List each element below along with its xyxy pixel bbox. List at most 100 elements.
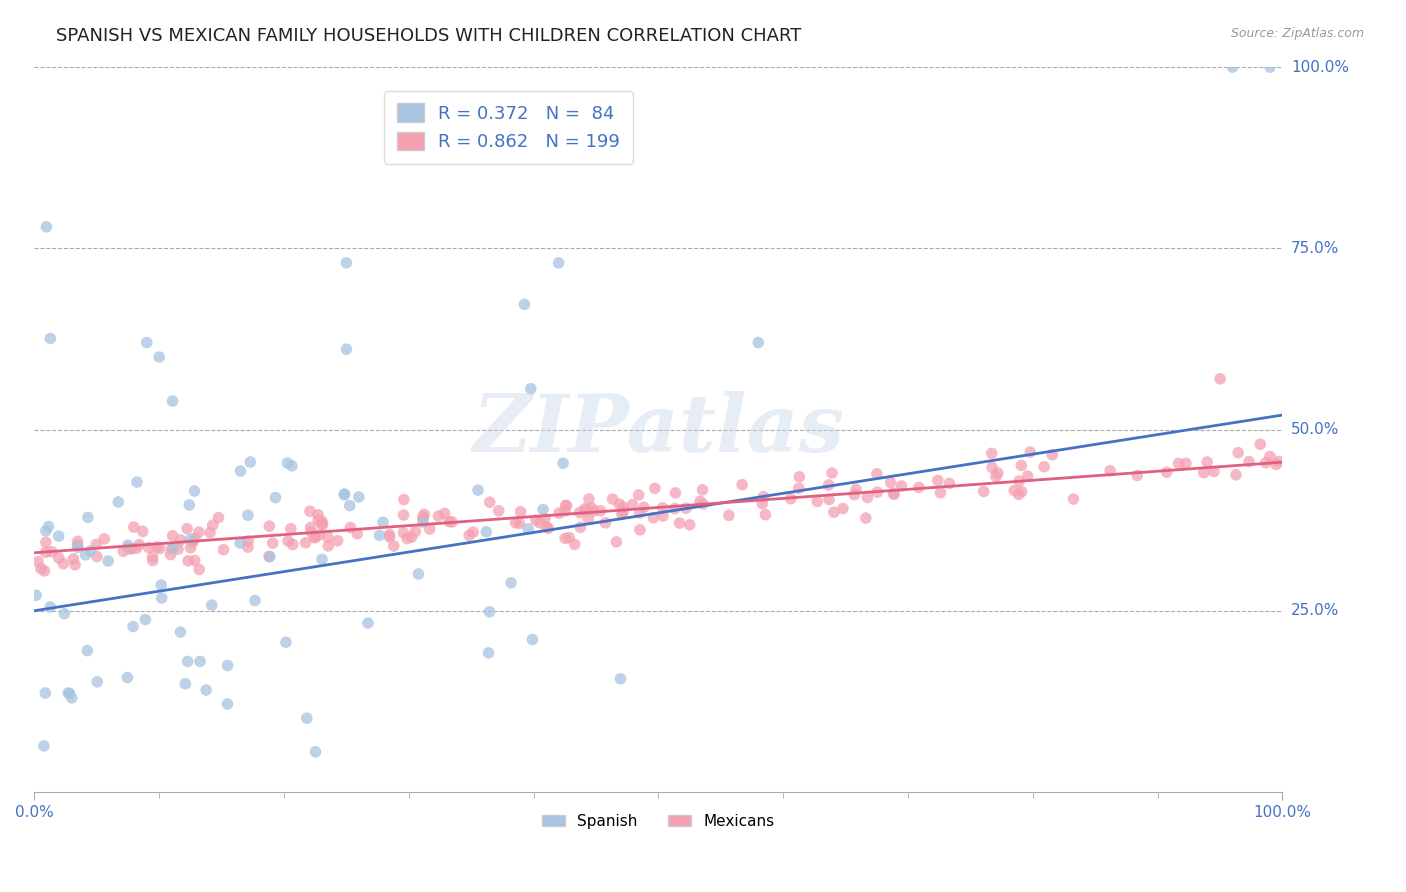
Point	[408, 567, 430, 582]
Point	[117, 538, 139, 552]
Point	[1011, 484, 1033, 499]
Point	[146, 540, 169, 554]
Point	[238, 534, 260, 549]
Point	[117, 671, 139, 685]
Point	[311, 517, 333, 532]
Point	[346, 526, 368, 541]
Point	[475, 524, 498, 539]
Point	[162, 541, 184, 555]
Point	[412, 516, 434, 530]
Point	[1017, 469, 1039, 483]
Point	[117, 541, 139, 555]
Point	[53, 607, 76, 621]
Text: 50.0%: 50.0%	[1291, 422, 1339, 437]
Point	[855, 511, 877, 525]
Point	[524, 513, 547, 527]
Point	[150, 578, 173, 592]
Point	[866, 485, 889, 500]
Text: 25.0%: 25.0%	[1291, 603, 1339, 618]
Point	[1062, 491, 1084, 506]
Point	[52, 557, 75, 571]
Point	[644, 481, 666, 495]
Point	[236, 508, 259, 523]
Point	[176, 522, 198, 536]
Point	[531, 502, 554, 516]
Point	[316, 539, 339, 553]
Point	[1227, 445, 1250, 459]
Point	[198, 525, 221, 540]
Point	[138, 541, 160, 555]
Point	[1197, 455, 1219, 469]
Point	[243, 593, 266, 607]
Point	[308, 527, 330, 541]
Point	[787, 481, 810, 495]
Point	[179, 533, 201, 547]
Point	[551, 456, 574, 470]
Point	[134, 613, 156, 627]
Point	[162, 394, 184, 409]
Point	[58, 686, 80, 700]
Point	[368, 528, 391, 542]
Point	[122, 520, 145, 534]
Point	[1202, 465, 1225, 479]
Point	[689, 494, 711, 508]
Point	[32, 739, 55, 753]
Point	[112, 544, 135, 558]
Point	[25, 588, 48, 602]
Point	[347, 490, 370, 504]
Point	[548, 506, 571, 520]
Point	[125, 541, 148, 556]
Point	[575, 503, 598, 517]
Point	[477, 646, 499, 660]
Point	[326, 533, 349, 548]
Point	[176, 655, 198, 669]
Point	[488, 504, 510, 518]
Point	[627, 488, 650, 502]
Text: 75.0%: 75.0%	[1291, 241, 1339, 256]
Point	[63, 558, 86, 572]
Point	[1258, 60, 1281, 74]
Point	[633, 500, 655, 515]
Point	[508, 516, 530, 531]
Point	[412, 512, 434, 526]
Point	[148, 350, 170, 364]
Text: SPANISH VS MEXICAN FAMILY HOUSEHOLDS WITH CHILDREN CORRELATION CHART: SPANISH VS MEXICAN FAMILY HOUSEHOLDS WIT…	[56, 27, 801, 45]
Point	[818, 492, 841, 507]
Point	[84, 537, 107, 551]
Point	[664, 501, 686, 516]
Point	[277, 534, 299, 549]
Point	[582, 504, 605, 518]
Point	[987, 466, 1010, 480]
Point	[621, 498, 644, 512]
Point	[128, 538, 150, 552]
Point	[938, 476, 960, 491]
Point	[77, 510, 100, 524]
Point	[169, 533, 191, 547]
Point	[38, 519, 60, 533]
Point	[675, 501, 697, 516]
Point	[433, 507, 456, 521]
Point	[239, 455, 262, 469]
Point	[651, 500, 673, 515]
Point	[589, 504, 612, 518]
Point	[890, 479, 912, 493]
Point	[668, 516, 690, 530]
Point	[1268, 454, 1291, 468]
Point	[547, 256, 569, 270]
Point	[427, 508, 450, 523]
Point	[1008, 487, 1031, 501]
Point	[1008, 474, 1031, 488]
Point	[184, 553, 207, 567]
Point	[609, 672, 631, 686]
Point	[980, 446, 1002, 460]
Point	[554, 531, 576, 545]
Point	[478, 495, 501, 509]
Point	[555, 499, 578, 513]
Point	[520, 382, 543, 396]
Point	[883, 487, 905, 501]
Point	[378, 527, 401, 541]
Point	[879, 475, 901, 490]
Point	[58, 686, 80, 700]
Point	[66, 541, 89, 555]
Point	[335, 342, 357, 356]
